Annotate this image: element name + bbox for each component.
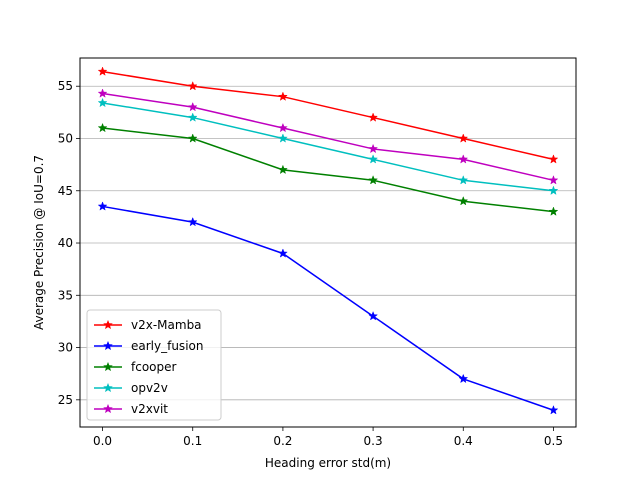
data-point [548, 175, 559, 185]
legend-item: v2x-Mamba [94, 318, 202, 332]
series-line [102, 92, 554, 182]
data-point [97, 97, 108, 108]
legend-marker [103, 319, 113, 330]
data-point [368, 310, 379, 321]
x-tick-label: 0.0 [93, 434, 112, 448]
x-tick-label: 0.2 [273, 434, 292, 448]
data-point [458, 195, 469, 206]
series-line [102, 205, 554, 411]
data-point [368, 112, 379, 122]
series-v2x-Mamba [97, 66, 559, 164]
data-point [368, 175, 379, 185]
legend-item: opv2v [94, 381, 168, 395]
legend-label: opv2v [131, 381, 168, 395]
data-point [97, 122, 108, 133]
legend-marker [103, 361, 113, 372]
y-tick-label: 45 [58, 184, 73, 198]
series-line [102, 70, 554, 161]
data-point [97, 88, 108, 98]
data-point [277, 91, 288, 101]
series-layer [97, 66, 559, 415]
x-tick-label: 0.4 [454, 434, 473, 448]
legend-marker [103, 403, 113, 414]
legend-label: v2x-Mamba [131, 318, 202, 332]
legend-item: early_fusion [94, 339, 203, 353]
data-point [97, 66, 108, 76]
legend-label: fcooper [131, 360, 177, 374]
data-point [458, 133, 469, 143]
data-point [277, 248, 288, 258]
data-point [368, 154, 379, 164]
data-point [187, 216, 198, 227]
data-point [368, 143, 379, 154]
legend-label: v2xvit [131, 402, 168, 416]
legend-item: v2xvit [94, 402, 168, 416]
x-tick-label: 0.1 [183, 434, 202, 448]
y-axis-ticks: 25 30 35 40 45 50 55 [58, 79, 80, 407]
data-point [548, 185, 559, 195]
y-tick-label: 35 [58, 288, 73, 302]
data-point [548, 206, 559, 216]
plot-frame [79, 57, 577, 428]
x-axis-ticks: 0.0 0.1 0.2 0.3 0.4 0.5 [93, 427, 563, 448]
x-axis-label: Heading error std(m) [265, 456, 391, 470]
data-point [277, 122, 288, 133]
y-tick-label: 55 [58, 79, 73, 93]
y-axis-label: Average Precision @ IoU=0.7 [32, 155, 46, 330]
series-v2xvit [97, 88, 559, 185]
legend-marker [103, 382, 113, 393]
y-tick-label: 50 [58, 131, 73, 145]
data-point [187, 81, 198, 91]
series-early_fusion [97, 201, 559, 415]
legend-label: early_fusion [131, 339, 203, 353]
series-fcooper [97, 122, 559, 216]
y-tick-label: 40 [58, 236, 73, 250]
y-tick-label: 25 [58, 393, 73, 407]
x-tick-label: 0.5 [544, 434, 563, 448]
x-tick-label: 0.3 [364, 434, 383, 448]
data-point [548, 154, 559, 164]
data-point [458, 154, 469, 164]
data-point [458, 373, 469, 384]
data-point [97, 201, 108, 211]
data-point [548, 405, 559, 415]
legend-box [86, 309, 222, 421]
data-point [277, 164, 288, 175]
series-line [102, 102, 554, 192]
data-point [187, 112, 198, 122]
legend-item: fcooper [94, 360, 177, 374]
data-point [458, 175, 469, 185]
series-line [102, 127, 554, 213]
data-point [277, 133, 288, 143]
legend-marker [103, 340, 113, 351]
y-tick-label: 30 [58, 341, 73, 355]
data-point [187, 101, 198, 112]
data-point [187, 133, 198, 143]
series-opv2v [97, 97, 559, 195]
